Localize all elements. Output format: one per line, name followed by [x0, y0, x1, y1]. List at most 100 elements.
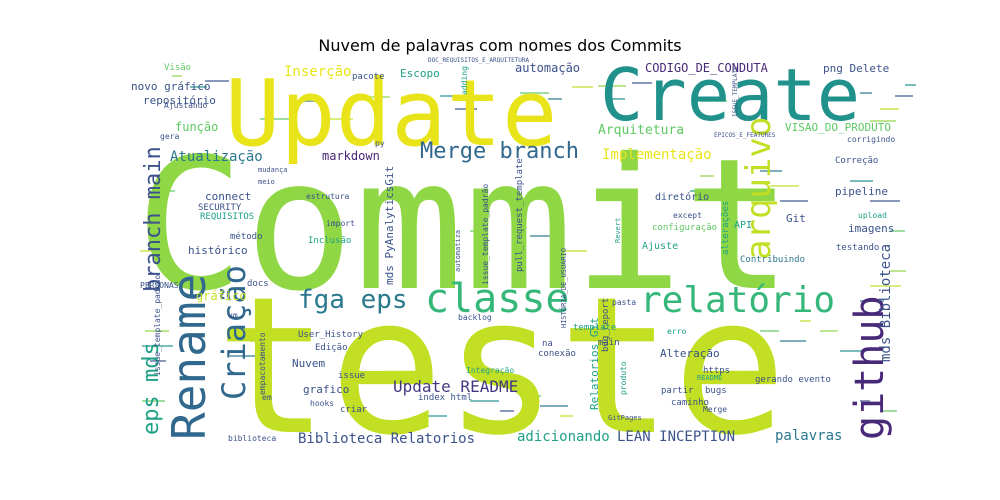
cloud-word: função — [175, 120, 218, 134]
cloud-word: meio — [258, 178, 275, 186]
cloud-word: Edição — [315, 343, 348, 353]
cloud-word: mds Biblioteca — [878, 244, 894, 362]
cloud-word: fga eps — [298, 285, 408, 315]
cloud-word: Ajustando — [164, 101, 208, 110]
filler-word-mark — [850, 180, 873, 182]
filler-word-mark — [230, 355, 260, 357]
cloud-word: em — [262, 393, 272, 402]
cloud-word: ISSUE_TEMPLATE — [732, 66, 739, 117]
filler-word-mark — [140, 250, 157, 252]
chart-title: Nuvem de palavras com nomes dos Commits — [318, 36, 682, 55]
filler-word-mark — [172, 75, 182, 77]
filler-word-mark — [572, 86, 593, 88]
cloud-word: criar — [340, 405, 368, 415]
filler-word-mark — [440, 95, 455, 97]
filler-word-mark — [560, 250, 587, 252]
filler-word-mark — [880, 410, 897, 412]
cloud-word: PERSONAS — [140, 281, 179, 290]
filler-word-mark — [870, 200, 900, 202]
cloud-word: issue — [338, 371, 365, 381]
cloud-word: bugs — [705, 386, 727, 396]
cloud-word: eps mds — [139, 342, 164, 435]
cloud-word: Git — [786, 212, 806, 225]
filler-word-mark — [470, 230, 483, 232]
cloud-word: na — [542, 339, 553, 349]
cloud-word: empacotamento — [258, 332, 267, 395]
filler-word-mark — [150, 190, 175, 192]
cloud-word: connect — [205, 190, 251, 203]
filler-word-mark — [700, 100, 727, 102]
filler-word-mark — [560, 415, 573, 417]
cloud-word: bug_report — [601, 298, 611, 352]
cloud-word: Ajuste — [642, 241, 678, 252]
filler-word-mark — [420, 415, 447, 417]
cloud-word: grafico — [303, 383, 349, 396]
cloud-word: Integração — [466, 366, 514, 375]
cloud-word: import — [326, 219, 355, 228]
cloud-word: estrutura — [306, 192, 350, 201]
filler-word-mark — [895, 95, 913, 97]
filler-word-mark — [890, 230, 905, 232]
cloud-word: ÉPICOS_E_FEATURES — [714, 131, 776, 139]
filler-word-mark — [598, 85, 626, 87]
filler-word-mark — [770, 185, 799, 187]
cloud-word: imagens — [848, 222, 894, 235]
filler-word-mark — [540, 405, 568, 407]
filler-word-mark — [780, 200, 808, 202]
cloud-word: issue_template_padrao — [153, 275, 162, 376]
cloud-word: API — [734, 220, 752, 231]
cloud-word: Biblioteca Relatorios — [298, 431, 475, 447]
filler-word-mark — [455, 108, 477, 110]
cloud-word: mds PyAnalyticsGit — [383, 166, 396, 285]
cloud-word: Update README — [393, 377, 518, 396]
filler-word-mark — [820, 330, 838, 332]
filler-word-mark — [240, 330, 255, 332]
cloud-word: branch main — [141, 146, 166, 292]
cloud-word: github — [847, 296, 893, 441]
cloud-word: erro — [667, 327, 686, 336]
filler-word-mark — [470, 400, 499, 402]
cloud-word: Contribuindo — [740, 255, 805, 265]
cloud-word: relatório — [640, 280, 835, 321]
cloud-word: Nuvem — [292, 357, 325, 370]
cloud-word: HISTÓRIA_DE_USUARIO — [559, 248, 568, 328]
filler-word-mark — [860, 400, 870, 402]
cloud-word: pipeline — [835, 185, 888, 198]
cloud-word: hooks — [310, 399, 334, 408]
cloud-word: template — [573, 323, 616, 333]
cloud-word: Relatorios Git — [588, 317, 601, 410]
filler-word-mark — [870, 285, 901, 287]
filler-word-mark — [860, 300, 884, 302]
cloud-word: CODIGO_DE_CONDUTA — [645, 61, 769, 75]
cloud-word: main — [598, 338, 620, 348]
cloud-word: SECURITY — [198, 203, 242, 213]
cloud-word: Inclusão — [308, 236, 351, 246]
cloud-word: GitPages — [608, 414, 642, 422]
cloud-word: Create — [600, 53, 860, 137]
cloud-word: um — [228, 311, 238, 320]
cloud-word: arquivo — [739, 117, 779, 260]
filler-word-mark — [250, 340, 272, 342]
filler-word-mark — [690, 190, 711, 192]
cloud-word: alterações — [721, 201, 731, 255]
cloud-word: README — [697, 374, 722, 382]
filler-word-mark — [520, 92, 549, 94]
filler-word-mark — [760, 170, 782, 172]
cloud-word: Implementação — [602, 147, 712, 163]
cloud-word: markdown — [322, 149, 380, 163]
cloud-word: backlog — [458, 313, 492, 322]
filler-word-mark — [780, 340, 806, 342]
filler-word-mark — [800, 320, 811, 322]
cloud-word: Atualização — [170, 149, 263, 165]
cloud-word: repositório — [143, 94, 216, 107]
filler-word-mark — [860, 92, 872, 94]
cloud-word: Rename — [162, 274, 216, 440]
filler-word-mark — [300, 100, 316, 102]
filler-word-mark — [530, 235, 550, 237]
cloud-word: configuração — [652, 223, 717, 233]
cloud-word: corrigindo — [847, 135, 895, 144]
cloud-word: DOC_REQUISITOS_E_ARQUITETURA — [428, 57, 530, 64]
filler-word-mark — [760, 330, 779, 332]
cloud-word: gráfico — [196, 289, 247, 303]
filler-word-mark — [380, 420, 400, 422]
